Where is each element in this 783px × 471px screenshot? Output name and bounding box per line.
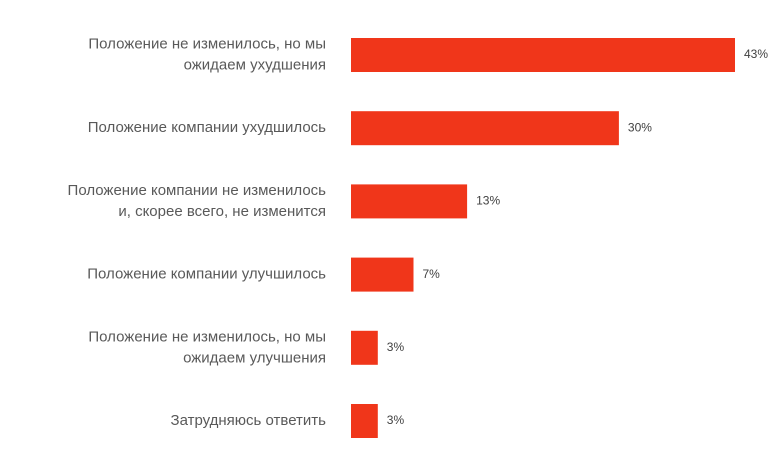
category-label-2: Положение компании не изменилось и, скоре… <box>68 182 327 220</box>
bar-3 <box>351 257 414 292</box>
category-label-4: Положение не изменилось, но мы ожидаем ул… <box>88 328 326 366</box>
bar-5 <box>351 404 378 438</box>
category-label-0-line-1: ожидаем ухудшения <box>184 56 326 73</box>
bar-1 <box>351 111 619 146</box>
value-label-1: 30% <box>628 120 652 134</box>
category-label-2-line-0: Положение компании не изменилось <box>68 182 327 199</box>
value-label-3: 7% <box>423 267 441 281</box>
bar-2 <box>351 184 468 219</box>
category-label-4-line-1: ожидаем улучшения <box>183 349 326 366</box>
bar-4 <box>351 330 378 365</box>
category-label-0-line-0: Положение не изменилось, но мы <box>88 35 326 52</box>
bar-0 <box>351 38 735 72</box>
category-label-0: Положение не изменилось, но мы ожидаем ух… <box>88 35 326 73</box>
category-label-5-line-0: Затрудняюсь ответить <box>171 412 327 429</box>
category-label-5: Затрудняюсь ответить <box>171 412 327 429</box>
category-label-3: Положение компании улучшилось <box>87 266 326 283</box>
value-label-2: 13% <box>476 194 500 208</box>
category-label-2-line-1: и, скорее всего, не изменится <box>118 203 326 220</box>
value-label-4: 3% <box>387 340 405 354</box>
category-label-3-line-0: Положение компании улучшилось <box>87 266 326 283</box>
category-label-1: Положение компании ухудшилось <box>88 119 326 136</box>
value-label-5: 3% <box>387 413 405 427</box>
category-label-1-line-0: Положение компании ухудшилось <box>88 119 326 136</box>
category-label-4-line-0: Положение не изменилось, но мы <box>88 328 326 345</box>
value-label-0: 43% <box>744 47 768 61</box>
